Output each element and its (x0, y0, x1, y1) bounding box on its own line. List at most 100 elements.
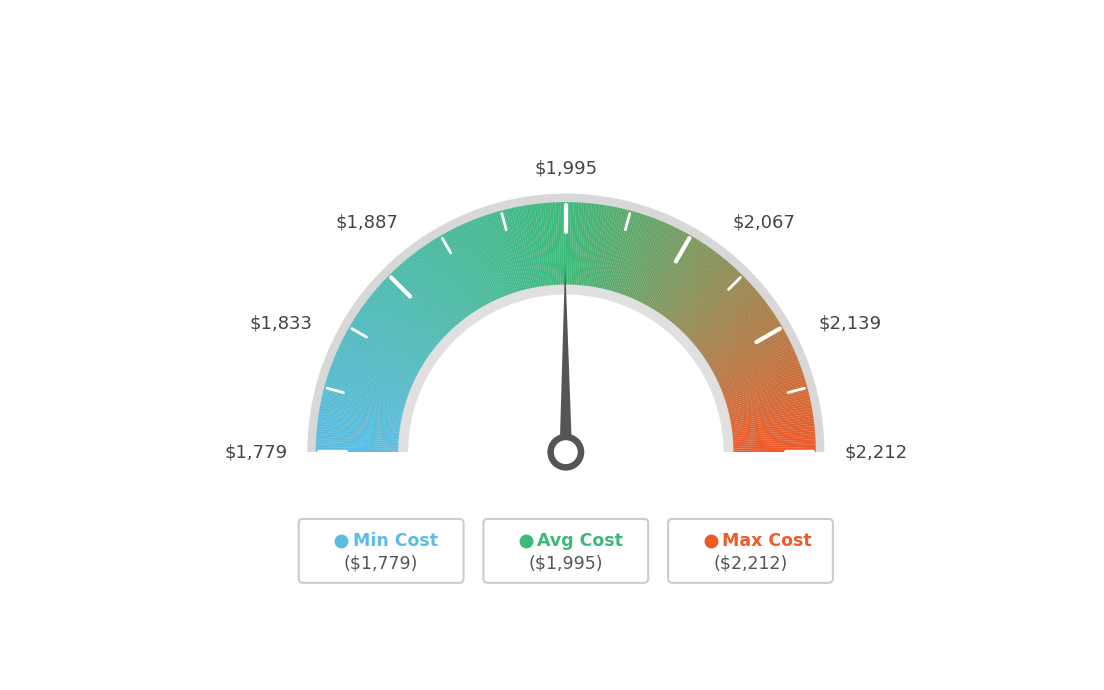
Wedge shape (731, 447, 816, 451)
Text: $1,779: $1,779 (224, 443, 287, 461)
Wedge shape (511, 208, 531, 291)
Wedge shape (434, 238, 480, 312)
Wedge shape (369, 297, 437, 351)
Wedge shape (316, 447, 401, 451)
Wedge shape (648, 235, 693, 310)
Wedge shape (696, 299, 765, 353)
Wedge shape (699, 305, 769, 357)
Wedge shape (574, 202, 582, 288)
Wedge shape (596, 206, 615, 290)
Wedge shape (570, 202, 574, 288)
Wedge shape (317, 426, 402, 437)
Wedge shape (317, 428, 402, 438)
Wedge shape (338, 348, 416, 385)
Wedge shape (391, 272, 452, 335)
Wedge shape (643, 230, 684, 307)
Wedge shape (645, 233, 689, 308)
Wedge shape (321, 397, 405, 418)
Wedge shape (330, 365, 412, 396)
Wedge shape (316, 439, 401, 445)
Wedge shape (453, 228, 492, 306)
Wedge shape (329, 370, 411, 400)
Wedge shape (725, 388, 808, 411)
Wedge shape (687, 283, 752, 342)
Wedge shape (545, 203, 554, 288)
Wedge shape (631, 223, 668, 302)
Wedge shape (335, 355, 414, 390)
Wedge shape (608, 210, 633, 293)
Wedge shape (467, 221, 502, 301)
Wedge shape (436, 237, 482, 311)
Wedge shape (639, 228, 679, 306)
Wedge shape (316, 449, 401, 452)
Wedge shape (524, 205, 540, 290)
Wedge shape (359, 309, 431, 359)
Wedge shape (671, 259, 728, 326)
Text: $2,067: $2,067 (733, 213, 796, 231)
Wedge shape (325, 385, 407, 409)
Wedge shape (493, 212, 520, 295)
Wedge shape (469, 221, 503, 300)
Wedge shape (408, 256, 464, 324)
Wedge shape (361, 307, 432, 358)
Wedge shape (730, 428, 815, 438)
Wedge shape (415, 251, 468, 321)
Wedge shape (715, 346, 793, 384)
Wedge shape (320, 405, 404, 423)
Wedge shape (673, 263, 731, 328)
Wedge shape (628, 221, 662, 300)
Wedge shape (327, 375, 410, 403)
Polygon shape (560, 262, 572, 464)
Wedge shape (371, 293, 438, 348)
Wedge shape (396, 266, 456, 331)
Text: Avg Cost: Avg Cost (538, 532, 624, 550)
Wedge shape (509, 208, 530, 292)
Wedge shape (416, 250, 469, 320)
Wedge shape (590, 205, 605, 289)
Wedge shape (425, 244, 475, 316)
Wedge shape (686, 281, 750, 341)
Wedge shape (722, 375, 805, 403)
Wedge shape (316, 444, 401, 448)
Wedge shape (357, 314, 428, 362)
Wedge shape (728, 403, 811, 422)
Wedge shape (721, 370, 803, 400)
Wedge shape (582, 204, 592, 288)
FancyBboxPatch shape (299, 519, 464, 583)
Wedge shape (532, 204, 545, 289)
Wedge shape (712, 336, 788, 377)
Wedge shape (459, 225, 497, 303)
Wedge shape (666, 253, 719, 322)
Wedge shape (491, 213, 518, 295)
Wedge shape (657, 244, 707, 316)
Wedge shape (626, 219, 660, 299)
Wedge shape (713, 341, 790, 380)
Wedge shape (629, 221, 665, 301)
Wedge shape (731, 444, 816, 448)
Wedge shape (418, 248, 470, 319)
Wedge shape (730, 434, 816, 442)
Wedge shape (649, 237, 696, 311)
Wedge shape (690, 289, 756, 346)
Wedge shape (513, 207, 533, 291)
Wedge shape (553, 202, 559, 288)
Wedge shape (678, 268, 737, 332)
Wedge shape (486, 215, 514, 296)
Wedge shape (633, 224, 670, 302)
Wedge shape (689, 287, 755, 344)
Wedge shape (654, 241, 702, 314)
Wedge shape (440, 235, 485, 309)
Wedge shape (698, 303, 768, 355)
Wedge shape (413, 253, 466, 322)
Wedge shape (521, 206, 539, 290)
FancyBboxPatch shape (668, 519, 832, 583)
Wedge shape (563, 202, 565, 287)
Wedge shape (489, 214, 517, 295)
Wedge shape (712, 339, 789, 379)
Wedge shape (730, 421, 814, 433)
Wedge shape (534, 204, 546, 288)
Wedge shape (399, 264, 457, 330)
Wedge shape (450, 229, 491, 306)
Wedge shape (333, 357, 413, 391)
Wedge shape (728, 408, 813, 424)
